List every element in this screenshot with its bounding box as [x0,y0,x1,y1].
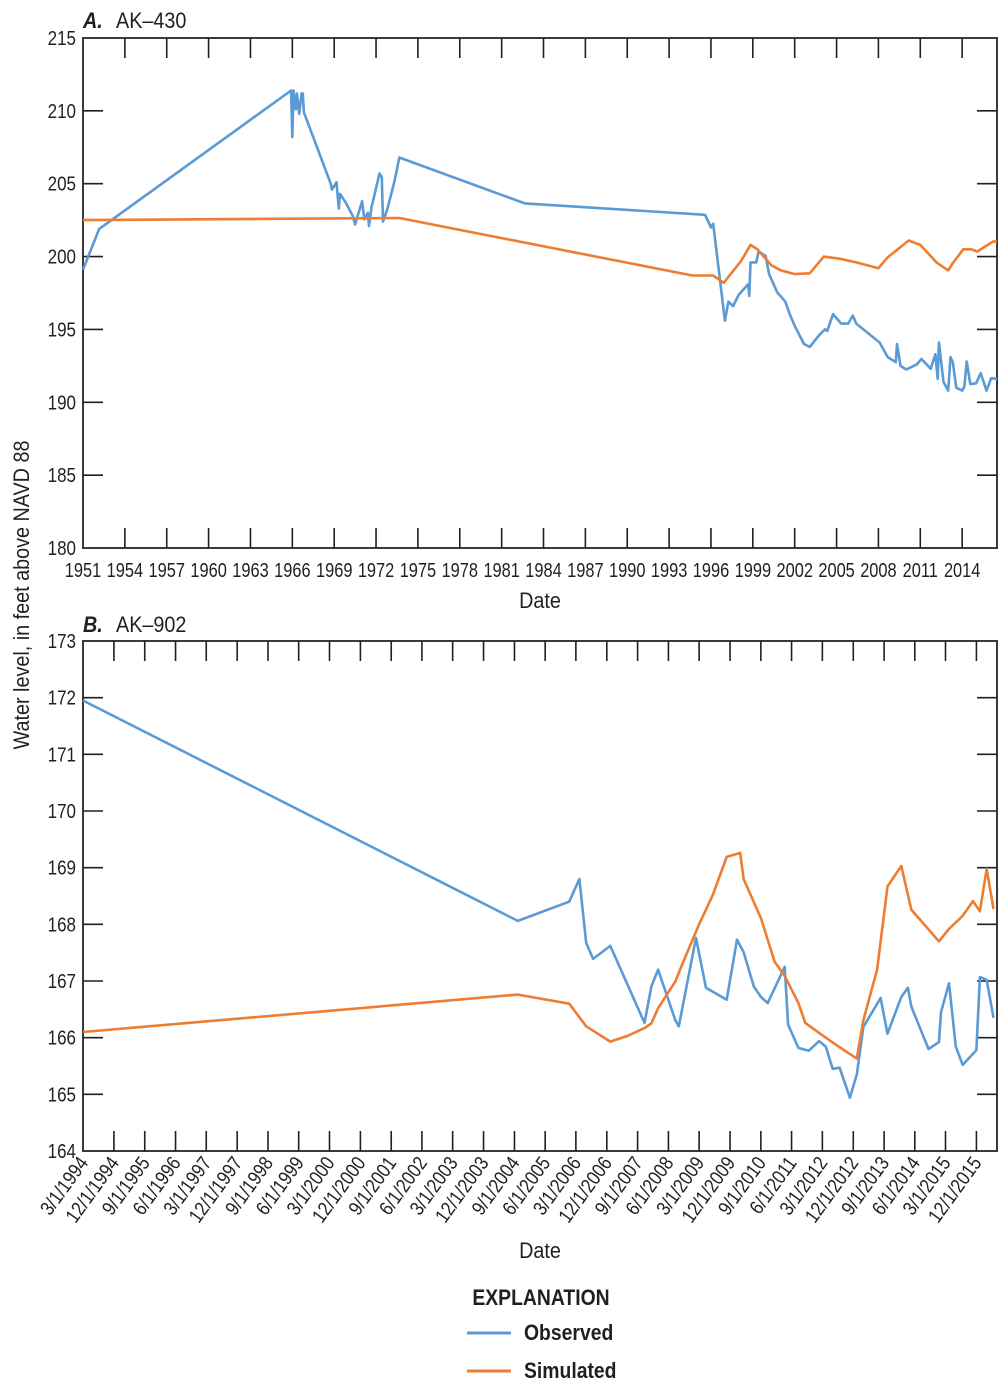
y-tick-label: 180 [48,537,76,560]
x-tick-label: 1954 [107,558,143,581]
x-tick-label: 2011 [903,558,938,581]
y-tick-label: 173 [48,630,76,653]
x-tick-label: 1963 [232,558,268,581]
x-tick-label: 2014 [944,558,980,581]
x-tick-label: 1966 [274,558,310,581]
y-tick-label: 200 [48,245,76,268]
legend-title: EXPLANATION [472,1286,609,1310]
x-tick-label: 1990 [609,558,645,581]
x-tick-label: 1975 [400,558,436,581]
y-tick-label: 185 [48,464,76,487]
series-line-simulated [82,851,995,1060]
panel-letter: B. [83,613,103,637]
y-tick-label: 164 [48,1140,76,1163]
series-line-observed [82,699,995,1099]
x-tick-label: 1951 [65,558,101,581]
y-tick-label: 165 [48,1083,76,1106]
x-tick-label: 1993 [651,558,687,581]
series-line-observed [81,89,998,392]
panel-letter: A. [82,9,103,33]
legend-label-observed: Observed [524,1321,613,1345]
y-tick-label: 205 [48,172,76,195]
legend: EXPLANATION Observed Simulated [467,1286,617,1383]
y-tick-label: 210 [48,100,76,123]
x-tick-label: 1984 [525,558,561,581]
y-tick-label: 172 [48,686,76,709]
y-tick-label: 166 [48,1026,76,1049]
legend-label-simulated: Simulated [524,1359,617,1383]
x-tick-label: 1999 [735,558,771,581]
x-tick-label: 2002 [776,558,812,581]
y-tick-label: 167 [48,970,76,993]
panel-title: AK–902 [116,613,186,637]
x-tick-label: 1981 [483,558,519,581]
x-tick-label: 1960 [190,558,226,581]
y-tick-label: 195 [48,318,76,341]
y-tick-label: 215 [48,27,76,50]
x-tick-label: 1972 [358,558,394,581]
x-tick-label: 1969 [316,558,352,581]
x-tick-label: 2005 [818,558,854,581]
x-tick-label: 1987 [567,558,603,581]
plot-frame [82,37,998,549]
panel-b-ak902: B. AK–9021641651661671681691701711721733/… [35,613,998,1263]
panel-title: AK–430 [116,9,186,33]
y-tick-label: 168 [48,913,76,936]
x-axis-label: Date [519,1239,561,1263]
y-tick-label: 170 [48,800,76,823]
x-tick-label: 2008 [860,558,896,581]
panel-a-ak430: A. AK–430 180 185 190 195 200 205 210 215 1951 1954… [48,9,998,613]
y-axis-label: Water level, in feet above NAVD 88 [10,441,34,750]
y-tick-label: 171 [48,743,76,766]
x-tick-label: 1978 [442,558,478,581]
y-tick-label: 169 [48,856,76,879]
y-tick-label: 190 [48,391,76,414]
x-tick-label: 1996 [693,558,729,581]
x-axis-label: Date [519,589,561,613]
series-line-simulated [82,216,998,285]
x-tick-label: 1957 [149,558,185,581]
plot-frame [82,640,998,1152]
